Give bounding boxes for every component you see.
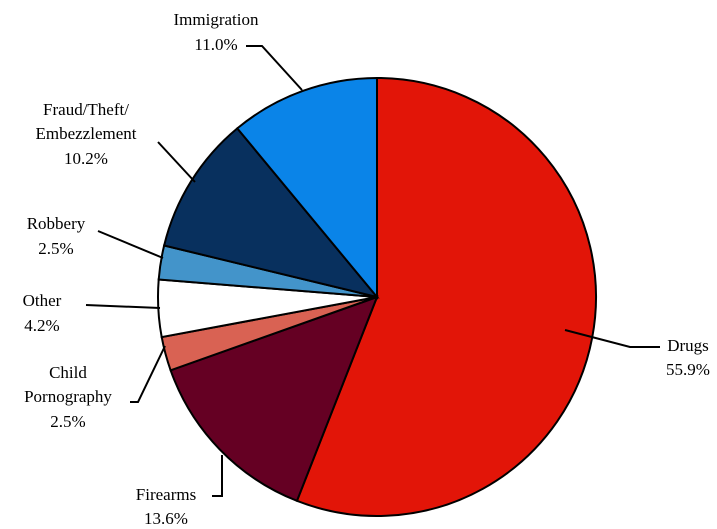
value-other: 4.2% [24, 316, 59, 335]
pie-slices [157, 76, 597, 517]
label-robbery: Robbery [27, 214, 86, 233]
leader-line-child-pornography [130, 345, 166, 403]
value-immigration: 11.0% [194, 35, 237, 54]
slice-labels: Drugs 55.9% Firearms 13.6% Child Pornogr… [23, 10, 710, 528]
value-drugs: 55.9% [666, 360, 710, 379]
label-drugs: Drugs [667, 336, 709, 355]
label-immigration: Immigration [174, 10, 259, 29]
slice-fraud-theft-embezzlement [162, 126, 380, 299]
value-fraud: 10.2% [64, 149, 108, 168]
leader-line-fraud [157, 141, 196, 183]
leader-line-other [85, 304, 161, 309]
label-firearms: Firearms [136, 485, 196, 504]
slice-immigration [235, 76, 378, 300]
leader-line-drugs [564, 329, 660, 348]
label-fraud-line1: Fraud/Theft/ [43, 100, 129, 119]
value-robbery: 2.5% [38, 239, 73, 258]
value-firearms: 13.6% [144, 509, 188, 528]
leader-line-firearms [212, 455, 223, 497]
label-pornography: Pornography [24, 387, 112, 406]
label-fraud-line2: Embezzlement [35, 124, 136, 143]
leader-line-robbery [97, 230, 164, 259]
leader-lines [85, 45, 660, 497]
label-other: Other [23, 291, 62, 310]
value-child-pornography: 2.5% [50, 412, 85, 431]
slice-firearms [169, 295, 379, 503]
label-child: Child [49, 363, 87, 382]
leader-line-immigration [246, 45, 303, 91]
